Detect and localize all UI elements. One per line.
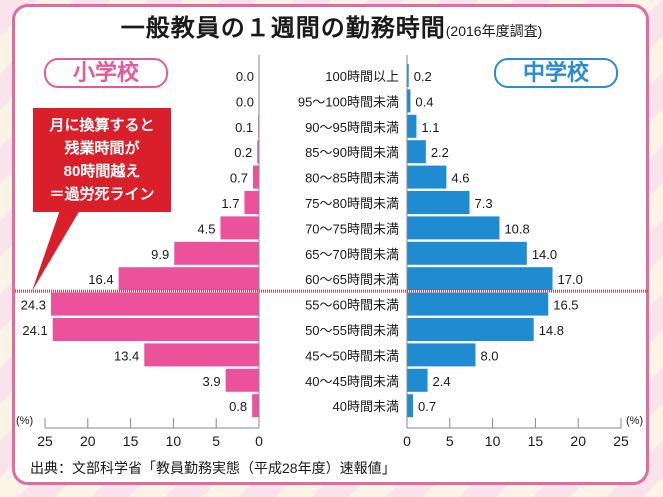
x-tick-label-elementary: 15: [123, 433, 139, 449]
value-label-middle: 14.8: [539, 323, 564, 338]
x-tick-label-middle: 10: [485, 433, 501, 449]
category-label: 70〜75時間未満: [305, 221, 399, 236]
category-label: 45〜50時間未満: [305, 348, 399, 363]
chart-title: 一般教員の１週間の勤務時間(2016年度調査): [0, 8, 663, 43]
x-tick-label-elementary: 20: [80, 433, 96, 449]
bar-elementary: [252, 394, 259, 418]
chart-panel: [12, 4, 649, 485]
bar-elementary: [220, 216, 259, 240]
bar-middle: [407, 343, 476, 367]
callout-line: 残業時間が: [64, 140, 140, 157]
value-label-middle: 0.7: [418, 399, 436, 414]
value-label-elementary: 0.2: [234, 145, 252, 160]
x-unit-label-elementary: (%): [16, 415, 33, 427]
bar-middle: [407, 394, 413, 418]
value-label-elementary: 9.9: [151, 247, 169, 262]
category-label: 40〜45時間未満: [305, 374, 399, 389]
callout-line: 月に換算すると: [49, 117, 155, 134]
bar-elementary: [253, 165, 259, 189]
value-label-middle: 2.2: [431, 145, 449, 160]
value-label-elementary: 0.1: [235, 120, 253, 135]
category-label: 50〜55時間未満: [305, 323, 399, 338]
x-tick-label-middle: 0: [403, 433, 411, 449]
category-label: 40時間未満: [333, 399, 399, 414]
bar-middle: [407, 318, 534, 341]
x-unit-label-middle: (%): [626, 415, 643, 427]
category-label: 65〜70時間未満: [305, 247, 399, 262]
x-tick-label-middle: 5: [446, 433, 454, 449]
x-tick-label-elementary: 10: [166, 433, 182, 449]
value-label-middle: 16.5: [553, 298, 578, 313]
bar-elementary: [144, 343, 259, 367]
value-label-elementary: 16.4: [88, 272, 113, 287]
category-label: 85〜90時間未満: [305, 145, 399, 160]
category-label: 55〜60時間未満: [305, 298, 399, 313]
value-label-elementary: 1.7: [221, 196, 239, 211]
bar-middle: [407, 241, 527, 265]
bar-middle: [407, 64, 409, 87]
title-text: 一般教員の１週間の勤務時間: [120, 15, 446, 42]
bar-middle: [407, 191, 470, 214]
value-label-middle: 2.4: [433, 374, 451, 389]
bar-elementary: [118, 267, 259, 291]
bar-elementary: [257, 140, 259, 164]
x-tick-label-elementary: 5: [212, 433, 220, 449]
bar-elementary: [174, 241, 259, 265]
bar-elementary: [225, 368, 259, 392]
value-label-middle: 17.0: [558, 272, 583, 287]
x-tick-label-middle: 20: [570, 433, 586, 449]
value-label-middle: 7.3: [474, 196, 492, 211]
category-label: 100時間以上: [325, 69, 399, 84]
callout-line: 80時間越え: [63, 163, 141, 180]
value-label-middle: 4.6: [451, 171, 469, 186]
x-tick-label-elementary: 0: [255, 433, 263, 449]
callout-tail: [32, 210, 80, 292]
value-label-elementary: 0.0: [236, 69, 254, 84]
title-subtitle: (2016年度調査): [445, 23, 543, 39]
bar-middle: [407, 89, 411, 113]
bar-elementary: [244, 191, 259, 214]
value-label-elementary: 13.4: [114, 348, 139, 363]
x-tick-label-middle: 25: [613, 433, 629, 449]
bar-middle: [407, 267, 553, 291]
value-label-middle: 10.8: [504, 221, 529, 236]
deathline-callout: 月に換算すると 残業時間が 80時間越え ＝過労死ライン: [33, 108, 171, 212]
legend-middle-badge: 中学校: [494, 58, 618, 88]
callout-line: ＝過労死ライン: [49, 186, 155, 203]
category-label: 95〜100時間未満: [298, 94, 399, 109]
bar-middle: [407, 140, 426, 164]
value-label-middle: 1.1: [421, 120, 439, 135]
bar-middle: [407, 114, 417, 138]
value-label-middle: 14.0: [532, 247, 557, 262]
value-label-elementary: 4.5: [197, 221, 215, 236]
bar-middle: [407, 165, 447, 189]
bar-elementary: [50, 292, 259, 316]
legend-elementary-badge: 小学校: [44, 58, 168, 88]
bar-middle: [407, 292, 549, 316]
category-label: 80〜85時間未満: [305, 171, 399, 186]
value-label-elementary: 0.8: [229, 399, 247, 414]
category-label: 75〜80時間未満: [305, 196, 399, 211]
value-label-elementary: 24.3: [21, 298, 46, 313]
value-label-elementary: 3.9: [203, 374, 221, 389]
category-label: 90〜95時間未満: [305, 120, 399, 135]
x-tick-label-middle: 15: [528, 433, 544, 449]
value-label-elementary: 24.1: [22, 323, 47, 338]
value-label-middle: 0.2: [414, 69, 432, 84]
bar-elementary: [52, 318, 260, 341]
value-label-middle: 0.4: [415, 94, 433, 109]
source-note: 出典：文部科学省「教員勤務実態（平成28年度）速報値」: [30, 460, 396, 476]
value-label-middle: 8.0: [480, 348, 498, 363]
category-label: 60〜65時間未満: [305, 272, 399, 287]
bar-middle: [407, 368, 428, 392]
value-label-elementary: 0.0: [236, 94, 254, 109]
x-tick-label-elementary: 25: [37, 433, 53, 449]
bar-middle: [407, 216, 500, 240]
value-label-elementary: 0.7: [230, 171, 248, 186]
